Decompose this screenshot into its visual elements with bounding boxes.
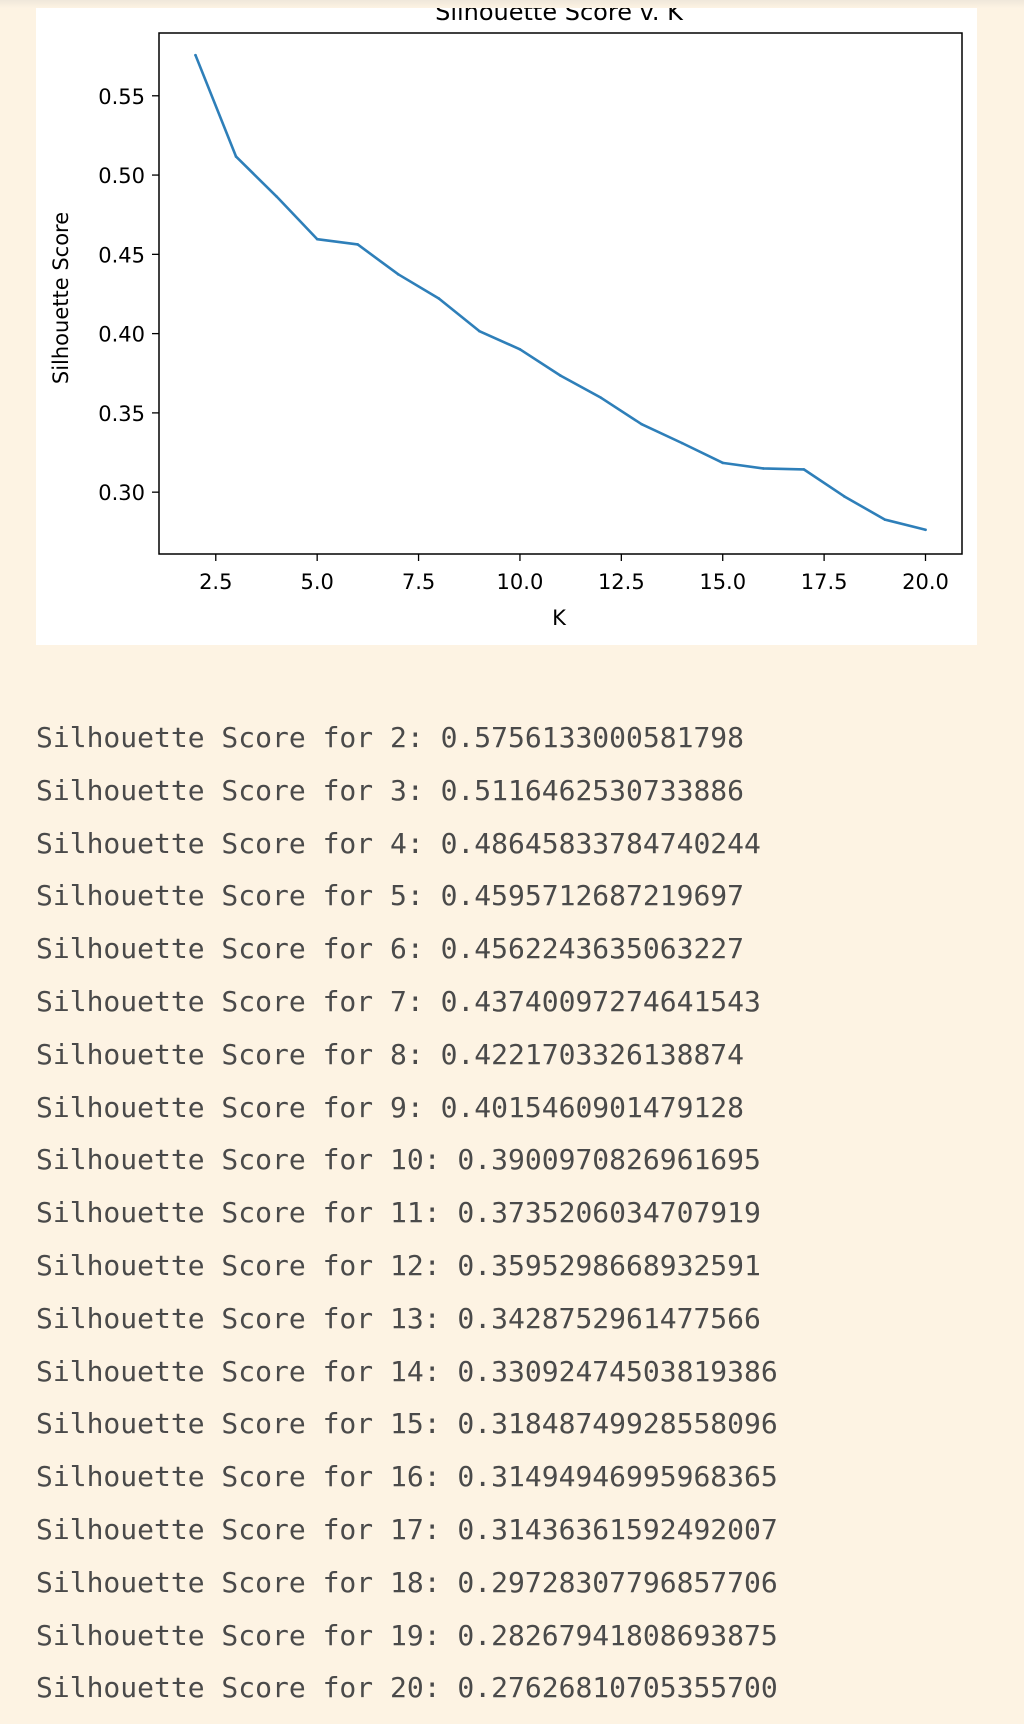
output-line: Silhouette Score for 10: 0.3900970826961… <box>36 1143 761 1177</box>
x-tick-label: 12.5 <box>598 570 645 594</box>
y-tick-label: 0.55 <box>98 85 145 109</box>
x-tick-label: 15.0 <box>699 570 746 594</box>
output-line: Silhouette Score for 9: 0.40154609014791… <box>36 1090 745 1124</box>
data-point <box>356 243 360 246</box>
data-points <box>194 53 927 532</box>
data-point <box>194 53 197 57</box>
data-point <box>761 467 765 470</box>
silhouette-series-line <box>194 53 927 532</box>
data-point <box>802 468 806 471</box>
output-line: Silhouette Score for 12: 0.3595298668932… <box>36 1248 761 1282</box>
data-point <box>640 422 643 426</box>
output-line: Silhouette Score for 18: 0.2972830779685… <box>36 1565 778 1599</box>
output-line: Silhouette Score for 8: 0.42217033261388… <box>36 1037 745 1071</box>
output-line: Silhouette Score for 3: 0.51164625307338… <box>36 773 745 807</box>
y-tick-label: 0.40 <box>98 323 145 347</box>
cell-top-shadow <box>0 0 1024 8</box>
output-line: Silhouette Score for 6: 0.45622436350632… <box>36 932 745 966</box>
y-axis-label: Silhouette Score <box>49 212 73 384</box>
data-point <box>437 297 441 300</box>
x-tick-label: 7.5 <box>402 570 435 594</box>
output-line: Silhouette Score for 2: 0.57561330005817… <box>36 721 745 754</box>
cell-output: Silhouette Score for 2: 0.57561330005817… <box>36 712 778 1715</box>
data-point <box>315 237 319 241</box>
output-line: Silhouette Score for 14: 0.3309247450381… <box>36 1354 778 1388</box>
output-line: Silhouette Score for 16: 0.3149494699596… <box>36 1460 778 1494</box>
y-tick-label: 0.45 <box>98 243 145 267</box>
x-tick-label: 17.5 <box>801 570 848 594</box>
output-line: Silhouette Score for 11: 0.3735206034707… <box>36 1196 761 1230</box>
output-line: Silhouette Score for 15: 0.3184874992855… <box>36 1407 778 1441</box>
y-tick-label: 0.50 <box>98 164 145 188</box>
data-point <box>275 195 278 198</box>
data-point <box>721 461 725 465</box>
output-line: Silhouette Score for 7: 0.43740097274641… <box>36 984 761 1018</box>
chart-figure: Silhouette Score v. K 2.5 5.0 7.5 10.0 12.5 1… <box>36 8 977 645</box>
output-line: Silhouette Score for 19: 0.2826794180869… <box>36 1618 778 1652</box>
output-line: Silhouette Score for 17: 0.3143636159249… <box>36 1512 778 1546</box>
x-tick-label: 10.0 <box>497 570 544 594</box>
x-tick-label: 2.5 <box>199 570 232 594</box>
data-point <box>680 441 684 445</box>
data-point <box>234 155 238 158</box>
x-tick-label: 20.0 <box>902 570 949 594</box>
chart-title: Silhouette Score v. K <box>435 8 684 26</box>
x-tick-label: 5.0 <box>300 570 333 594</box>
output-line: Silhouette Score for 13: 0.3428752961477… <box>36 1301 761 1335</box>
data-point <box>599 396 603 400</box>
y-tick-label: 0.30 <box>98 481 145 505</box>
output-line: Silhouette Score for 20: 0.2762681070535… <box>36 1671 778 1705</box>
data-point <box>396 273 400 276</box>
output-line: Silhouette Score for 4: 0.48645833784740… <box>36 826 761 860</box>
data-point <box>559 374 562 377</box>
plot-frame <box>158 32 963 555</box>
data-point <box>924 528 927 532</box>
x-axis-label: K <box>552 606 567 630</box>
data-point <box>478 329 481 333</box>
y-ticks: 0.30 0.35 0.40 0.45 0.50 0.55 <box>98 85 159 505</box>
data-point <box>883 518 887 521</box>
x-ticks: 2.5 5.0 7.5 10.0 12.5 15.0 17.5 20.0 <box>199 554 949 594</box>
data-point <box>843 495 846 498</box>
y-tick-label: 0.35 <box>98 402 145 426</box>
data-point <box>518 348 522 351</box>
output-line: Silhouette Score for 5: 0.45957126872196… <box>36 879 745 913</box>
silhouette-chart: Silhouette Score v. K 2.5 5.0 7.5 10.0 12.5 1… <box>49 8 963 630</box>
